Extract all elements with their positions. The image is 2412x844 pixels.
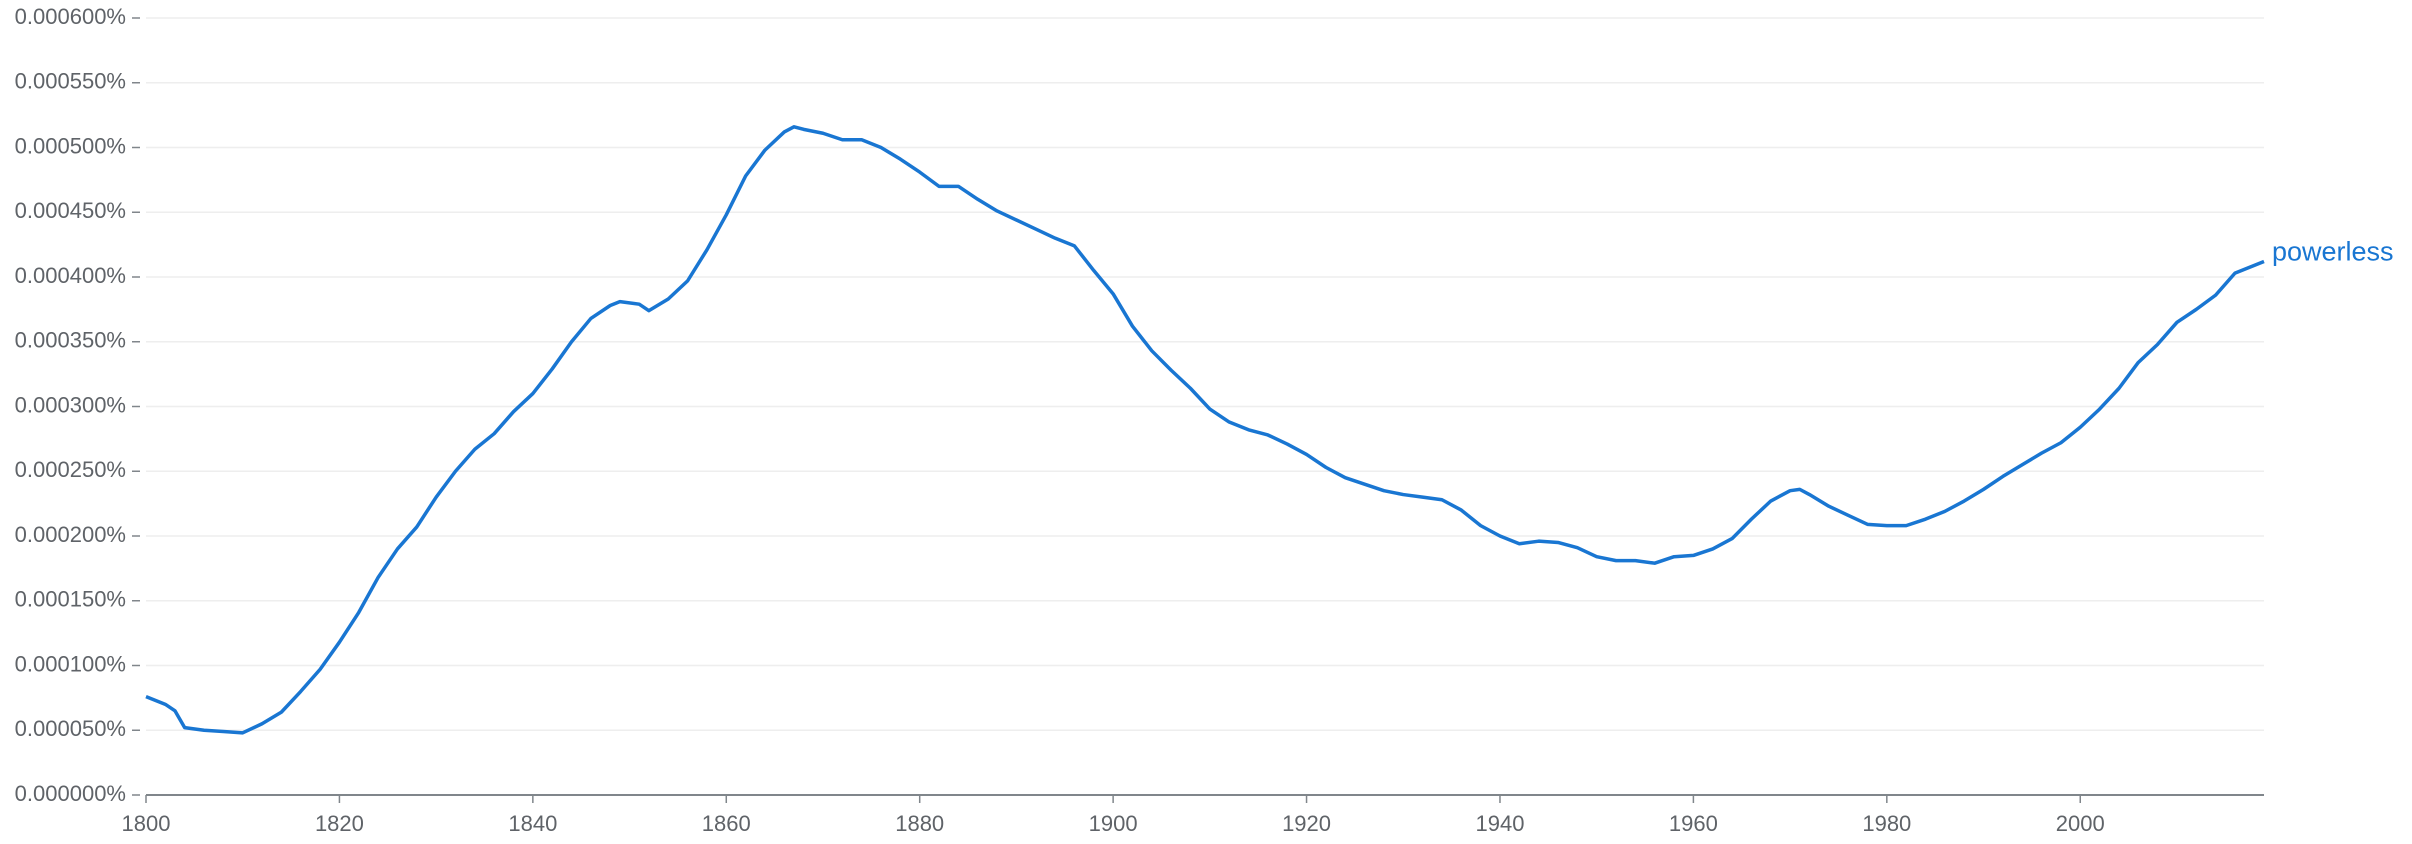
y-tick-label: 0.000600% — [15, 4, 126, 29]
y-tick-label: 0.000500% — [15, 133, 126, 158]
data-line — [145, 125, 2265, 735]
y-tick-label: 0.000050% — [15, 716, 126, 741]
x-tick-label: 1860 — [702, 811, 751, 836]
x-tick-label: 2000 — [2056, 811, 2105, 836]
x-tick-label: 1880 — [895, 811, 944, 836]
x-tick-label: 1840 — [508, 811, 557, 836]
x-tick-label: 1820 — [315, 811, 364, 836]
y-tick-label: 0.000000% — [15, 781, 126, 806]
y-tick-label: 0.000100% — [15, 651, 126, 676]
series-label: powerless — [2272, 237, 2394, 267]
x-tick-label: 1800 — [122, 811, 171, 836]
y-tick-label: 0.000250% — [15, 457, 126, 482]
y-tick-label: 0.000350% — [15, 328, 126, 353]
x-tick-label: 1960 — [1669, 811, 1718, 836]
y-tick-label: 0.000400% — [15, 263, 126, 288]
y-tick-label: 0.000550% — [15, 69, 126, 94]
y-tick-label: 0.000200% — [15, 522, 126, 547]
x-tick-label: 1920 — [1282, 811, 1331, 836]
y-tick-label: 0.000300% — [15, 392, 126, 417]
y-tick-label: 0.000450% — [15, 198, 126, 223]
x-tick-label: 1940 — [1475, 811, 1524, 836]
x-tick-label: 1980 — [1862, 811, 1911, 836]
x-tick-label: 1900 — [1089, 811, 1138, 836]
y-tick-label: 0.000150% — [15, 587, 126, 612]
